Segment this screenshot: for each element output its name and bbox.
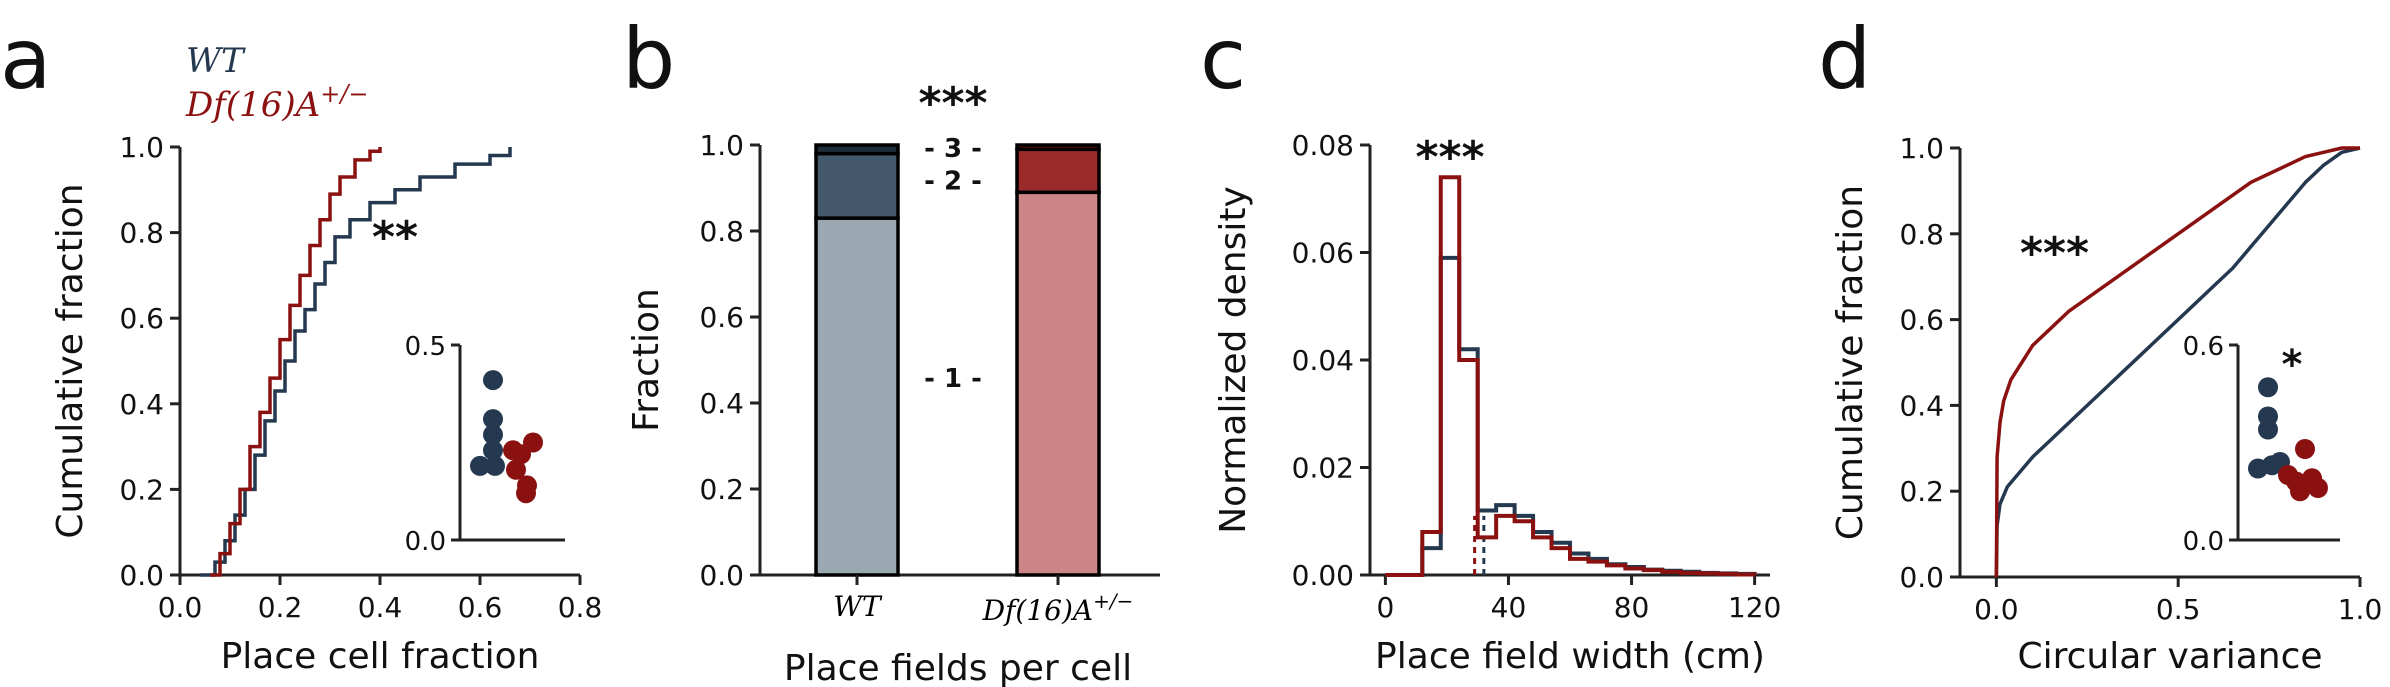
legend-df-sup: +/− xyxy=(320,80,368,108)
a-ytick-label: 1.0 xyxy=(119,131,164,164)
b-bar-df-seg xyxy=(1015,143,1101,152)
b-ytick-label: 1.0 xyxy=(699,129,744,162)
b-xtick-label-df: Df(16)A+/− xyxy=(982,589,1134,627)
c-xtick-label: 0 xyxy=(1376,591,1394,624)
d-inset-point-wt xyxy=(2258,419,2278,440)
c-xtick-label: 80 xyxy=(1614,591,1650,624)
legend-wt: WT xyxy=(186,41,246,81)
d-xlabel: Circular variance xyxy=(2017,636,2322,677)
d-ytick-label: 0.0 xyxy=(1899,561,1944,594)
b-xtick-label-df-sup: +/− xyxy=(1093,589,1133,613)
a-xtick-label: 0.6 xyxy=(458,591,503,624)
a-xtick-label: 0.2 xyxy=(258,591,303,624)
panel-c-histogram: 0.00 0.02 0.04 0.06 0.08 0 40 80 120 *** Place fie… xyxy=(1213,129,1781,677)
c-ytick-label: 0.02 xyxy=(1292,452,1354,485)
panel-letter-d: d xyxy=(1818,10,1871,108)
a-inset-ytick-label: 0.0 xyxy=(405,527,446,557)
a-inset-point-wt xyxy=(470,455,490,476)
d-inset-point-wt xyxy=(2262,455,2282,476)
a-xtick-label: 0.0 xyxy=(158,591,203,624)
d-line-df xyxy=(1994,146,2360,578)
b-xtick-label-wt: WT xyxy=(833,590,883,623)
a-ytick-label: 0.0 xyxy=(119,559,164,592)
a-inset-point-wt xyxy=(483,440,503,461)
c-xtick-label: 120 xyxy=(1728,591,1781,624)
c-ytick-label: 0.08 xyxy=(1292,129,1354,162)
d-significance: *** xyxy=(2020,228,2089,279)
a-inset-point-df xyxy=(506,459,526,480)
a-inset-ytick-label: 0.5 xyxy=(405,332,446,362)
d-ytick-label: 0.2 xyxy=(1899,475,1944,508)
panel-b-stacked-bar: 0.0 0.2 0.4 0.6 0.8 1.0 WT Df(16)A+/− - 1 - - 2 -… xyxy=(626,78,1160,687)
b-bar-wt-seg xyxy=(814,151,900,220)
d-inset-significance: * xyxy=(2282,342,2303,388)
b-ytick-label: 0.6 xyxy=(699,301,744,334)
b-xlabel: Place fields per cell xyxy=(784,648,1132,687)
b-bar-wt-seg xyxy=(814,216,900,577)
b-xtick-label-df-base: Df(16)A xyxy=(982,594,1094,627)
d-xtick-label: 0.5 xyxy=(2156,593,2201,626)
a-inset-point-df xyxy=(511,444,531,465)
d-inset-point-df xyxy=(2290,481,2310,502)
c-ylabel: Normalized density xyxy=(1213,186,1254,534)
a-inset-point-wt xyxy=(483,409,503,430)
b-ytick-label: 0.0 xyxy=(699,559,744,592)
d-ytick-label: 0.6 xyxy=(1899,304,1944,337)
panel-letter-c: c xyxy=(1200,10,1246,108)
d-ytick-label: 0.8 xyxy=(1899,218,1944,251)
d-inset-ytick-label: 0.0 xyxy=(2183,527,2224,557)
b-bar-df-seg xyxy=(1015,190,1101,577)
c-hist-df xyxy=(1385,175,1757,577)
c-significance: *** xyxy=(1415,132,1484,183)
c-ytick-label: 0.06 xyxy=(1292,237,1354,270)
a-inset-point-wt xyxy=(483,424,503,445)
a-significance: ** xyxy=(372,212,418,263)
a-inset-point-wt xyxy=(483,370,503,391)
a-inset-point-wt xyxy=(485,455,505,476)
panel-d-cumulative-plot: 0.0 0.2 0.4 0.6 0.8 1.0 0.0 0.5 1.0 *** Circular v… xyxy=(1830,132,2382,677)
a-ylabel: Cumulative fraction xyxy=(50,183,91,538)
a-line-wt xyxy=(200,147,512,577)
b-ytick-label: 0.2 xyxy=(699,473,744,506)
b-ytick-label: 0.4 xyxy=(699,387,744,420)
d-inset-point-wt xyxy=(2258,377,2278,398)
c-ytick-label: 0.00 xyxy=(1292,559,1354,592)
a-ytick-label: 0.2 xyxy=(119,473,164,506)
d-inset-ytick-label: 0.6 xyxy=(2183,332,2224,362)
d-xtick-label: 0.0 xyxy=(1974,593,2019,626)
c-ytick-label: 0.04 xyxy=(1292,344,1354,377)
d-ytick-label: 0.4 xyxy=(1899,389,1944,422)
d-inset-point-df xyxy=(2295,439,2315,459)
panel-letter-b: b xyxy=(622,10,675,108)
a-inset-point-df xyxy=(516,483,536,504)
legend-df: Df(16)A+/− xyxy=(185,80,369,125)
a-line-df xyxy=(210,147,382,577)
a-xtick-label: 0.8 xyxy=(558,591,603,624)
b-ytick-label: 0.8 xyxy=(699,215,744,248)
b-bar-wt-seg xyxy=(814,143,900,156)
d-ytick-label: 1.0 xyxy=(1899,132,1944,165)
a-ytick-label: 0.6 xyxy=(119,302,164,335)
b-bar-df-seg xyxy=(1015,147,1101,195)
b-ylabel: Fraction xyxy=(626,288,667,432)
panel-letter-a: a xyxy=(0,10,51,108)
panel-a-cumulative-plot: 0.0 0.2 0.4 0.6 0.8 1.0 0.0 0.2 0.4 0.6 0.8 Place c… xyxy=(50,131,602,677)
d-inset-point-df xyxy=(2308,478,2328,498)
b-stack-label-2: - 2 - xyxy=(924,166,982,196)
a-ytick-label: 0.8 xyxy=(119,217,164,250)
a-ytick-label: 0.4 xyxy=(119,388,164,421)
legend-df-base: Df(16)A xyxy=(185,85,320,125)
a-xlabel: Place cell fraction xyxy=(221,636,540,677)
c-xlabel: Place field width (cm) xyxy=(1375,636,1765,677)
c-xtick-label: 40 xyxy=(1491,591,1527,624)
b-significance: *** xyxy=(918,78,987,129)
d-xtick-label: 1.0 xyxy=(2338,593,2383,626)
d-line-wt xyxy=(1994,146,2361,578)
b-stack-label-1: - 1 - xyxy=(924,364,982,394)
d-ylabel: Cumulative fraction xyxy=(1830,185,1871,540)
b-stack-label-3: - 3 - xyxy=(924,134,982,164)
a-xtick-label: 0.4 xyxy=(358,591,403,624)
